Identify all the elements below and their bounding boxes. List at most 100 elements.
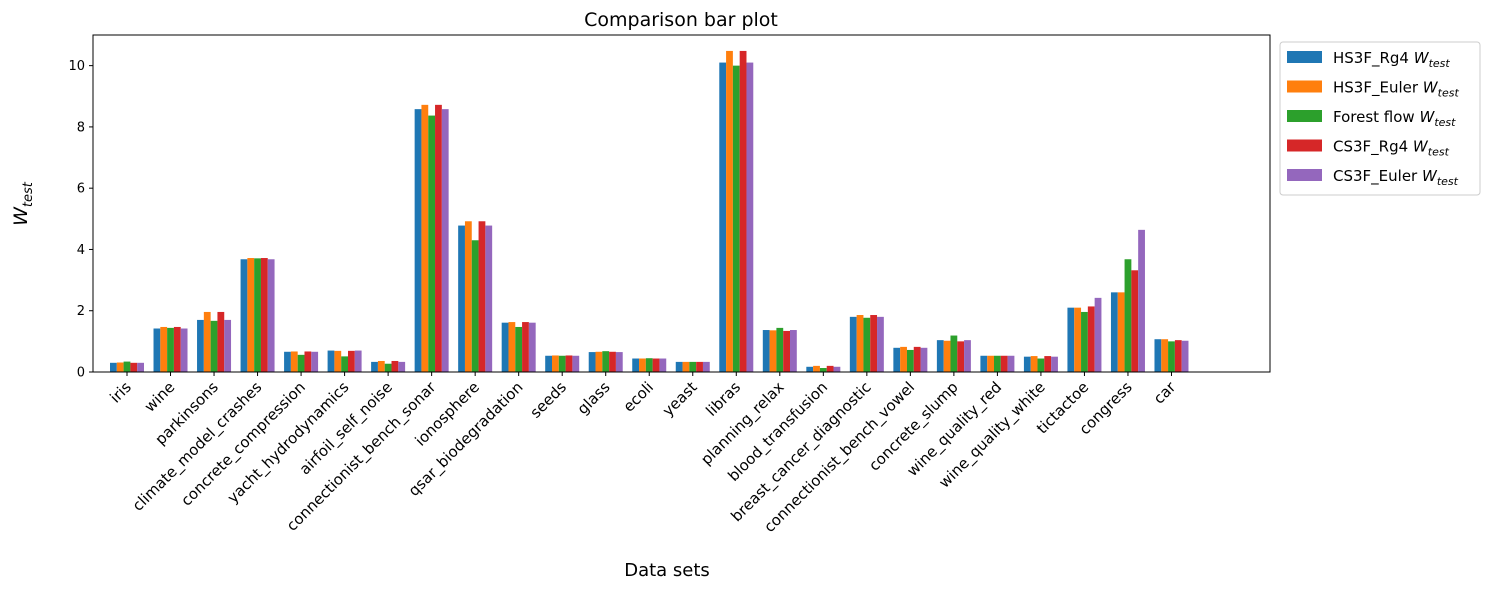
legend-items: HS3F_Rg4 Wtest HS3F_Euler Wtest Forest flo…: [1287, 49, 1459, 188]
bar-hs3f_euler-wine: [160, 326, 168, 372]
bar-cs3f_rg4-blood_transfusion: [826, 365, 834, 372]
bar-cs3f_euler-wine_quality_red: [1007, 355, 1015, 372]
x-tick-label-yeast: yeast: [659, 378, 701, 420]
bar-hs3f_rg4-concrete_slump: [936, 340, 944, 372]
bar-hs3f_euler-iris: [116, 362, 124, 372]
bar-hs3f_euler-breast_cancer_diagnostic: [856, 315, 864, 372]
bar-hs3f_euler-glass: [595, 351, 603, 372]
bar-forest-flow-wine_quality_red: [994, 355, 1001, 372]
bar-cs3f_rg4-congress: [1131, 270, 1139, 372]
bar-hs3f_rg4-blood_transfusion: [806, 366, 814, 372]
bar-hs3f_euler-climate_model_crashes: [247, 258, 255, 372]
bar-hs3f_rg4-climate_model_crashes: [240, 259, 248, 372]
y-tick-label: 8: [77, 120, 85, 135]
bar-cs3f_euler-iris: [137, 362, 144, 372]
bar-cs3f_rg4-car: [1174, 340, 1182, 372]
bar-forest-flow-parkinsons: [210, 320, 218, 372]
bar-hs3f_rg4-concrete_compression: [284, 351, 291, 372]
x-tick-label-car: car: [1150, 378, 1180, 408]
y-axis-label: Wtest: [10, 181, 36, 226]
bar-hs3f_rg4-wine_quality_white: [1023, 356, 1031, 372]
bar-forest-flow-airfoil_self_noise: [384, 363, 392, 372]
bar-forest-flow-connectionist_bench_vowel: [906, 349, 914, 372]
bar-cs3f_rg4-breast_cancer_diagnostic: [870, 315, 878, 372]
bar-cs3f_euler-planning_relax: [790, 330, 797, 372]
bar-hs3f_rg4-iris: [110, 362, 117, 372]
y-axis: 0 2 4 6 8 10: [68, 59, 93, 381]
legend-swatch-hs3f_euler: [1287, 80, 1322, 93]
bar-cs3f_rg4-concrete_slump: [957, 341, 965, 372]
bar-forest-flow-iris: [123, 361, 131, 372]
bar-cs3f_euler-yacht_hydrodynamics: [354, 350, 362, 372]
plot-frame: [92, 34, 1271, 373]
x-tick-label-libras: libras: [702, 378, 744, 420]
bar-cs3f_euler-airfoil_self_noise: [398, 361, 406, 372]
bar-hs3f_euler-connectionist_bench_vowel: [900, 346, 907, 372]
bar-forest-flow-climate_model_crashes: [254, 258, 261, 372]
x-tick-label-seeds: seeds: [526, 378, 570, 422]
bar-hs3f_rg4-parkinsons: [197, 319, 204, 372]
bar-cs3f_euler-seeds: [572, 355, 580, 372]
bar-forest-flow-wine: [167, 327, 174, 372]
y-tick-label: 6: [77, 182, 85, 197]
bar-cs3f_rg4-planning_relax: [783, 330, 790, 372]
bar-cs3f_rg4-connectionist_bench_sonar: [435, 104, 442, 372]
bar-forest-flow-ecoli: [645, 358, 653, 372]
bar-hs3f_euler-airfoil_self_noise: [377, 360, 385, 372]
bar-cs3f_euler-qsar_biodegradation: [528, 322, 536, 372]
bar-cs3f_rg4-seeds: [565, 355, 573, 372]
bar-cs3f_rg4-libras: [739, 50, 747, 373]
bar-hs3f_rg4-tictactoe: [1067, 307, 1075, 372]
bar-hs3f_rg4-glass: [588, 352, 596, 372]
bar-forest-flow-breast_cancer_diagnostic: [863, 317, 871, 372]
bars-layer: [110, 50, 1189, 373]
bar-hs3f_euler-seeds: [552, 355, 559, 372]
bar-cs3f_euler-ionosphere: [485, 225, 493, 372]
x-tick-label-glass: glass: [574, 378, 614, 418]
bar-hs3f_euler-yacht_hydrodynamics: [334, 350, 342, 372]
bar-hs3f_euler-yeast: [682, 361, 690, 372]
chart-title: Comparison bar plot: [584, 9, 778, 31]
bar-hs3f_euler-libras: [726, 50, 733, 373]
bar-forest-flow-planning_relax: [776, 327, 784, 372]
bar-cs3f_rg4-wine: [173, 326, 181, 372]
bar-cs3f_euler-car: [1181, 340, 1189, 372]
legend-label-forest-flow: Forest flow Wtest: [1333, 108, 1456, 129]
bar-cs3f_rg4-parkinsons: [217, 311, 225, 372]
bar-cs3f_euler-connectionist_bench_vowel: [920, 347, 928, 372]
y-axis-label-main: W: [10, 206, 32, 226]
bar-hs3f_rg4-libras: [719, 62, 727, 372]
bar-cs3f_rg4-connectionist_bench_vowel: [913, 346, 921, 372]
bar-hs3f_rg4-yeast: [675, 361, 683, 372]
bar-forest-flow-seeds: [558, 355, 566, 372]
bar-cs3f_rg4-wine_quality_white: [1044, 356, 1052, 372]
bar-forest-flow-concrete_compression: [297, 354, 305, 372]
bar-cs3f_euler-wine_quality_white: [1051, 356, 1058, 372]
bar-hs3f_euler-wine_quality_red: [987, 355, 994, 372]
bar-hs3f_rg4-congress: [1110, 292, 1118, 372]
bar-cs3f_euler-glass: [615, 352, 623, 372]
bar-hs3f_rg4-connectionist_bench_vowel: [893, 347, 901, 372]
x-axis-label: Data sets: [624, 560, 710, 581]
bar-forest-flow-concrete_slump: [950, 335, 958, 372]
bar-hs3f_rg4-wine_quality_red: [980, 355, 988, 372]
y-tick-label: 0: [77, 366, 85, 381]
bar-hs3f_euler-blood_transfusion: [813, 365, 820, 372]
bar-hs3f_euler-planning_relax: [769, 330, 777, 372]
x-axis: iris wineparkinsonsclimate_model_crashesc…: [106, 372, 1180, 537]
bar-forest-flow-ionosphere: [471, 240, 479, 372]
legend-label-hs3f_rg4: HS3F_Rg4 Wtest: [1333, 49, 1450, 70]
bar-hs3f_euler-concrete_compression: [290, 351, 298, 372]
bar-forest-flow-glass: [602, 351, 610, 372]
bar-cs3f_rg4-iris: [130, 362, 138, 372]
bar-cs3f_euler-breast_cancer_diagnostic: [877, 316, 884, 372]
legend-swatch-cs3f_euler: [1287, 169, 1322, 181]
bar-cs3f_rg4-yacht_hydrodynamics: [348, 350, 355, 372]
bar-cs3f_rg4-qsar_biodegradation: [522, 322, 529, 372]
bar-cs3f_euler-ecoli: [659, 358, 667, 372]
bar-hs3f_euler-connectionist_bench_sonar: [421, 104, 429, 372]
legend-swatch-cs3f_rg4: [1287, 139, 1322, 152]
bar-hs3f_euler-qsar_biodegradation: [508, 322, 516, 372]
legend-swatch-forest-flow: [1287, 110, 1322, 122]
bar-hs3f_euler-parkinsons: [203, 311, 211, 372]
